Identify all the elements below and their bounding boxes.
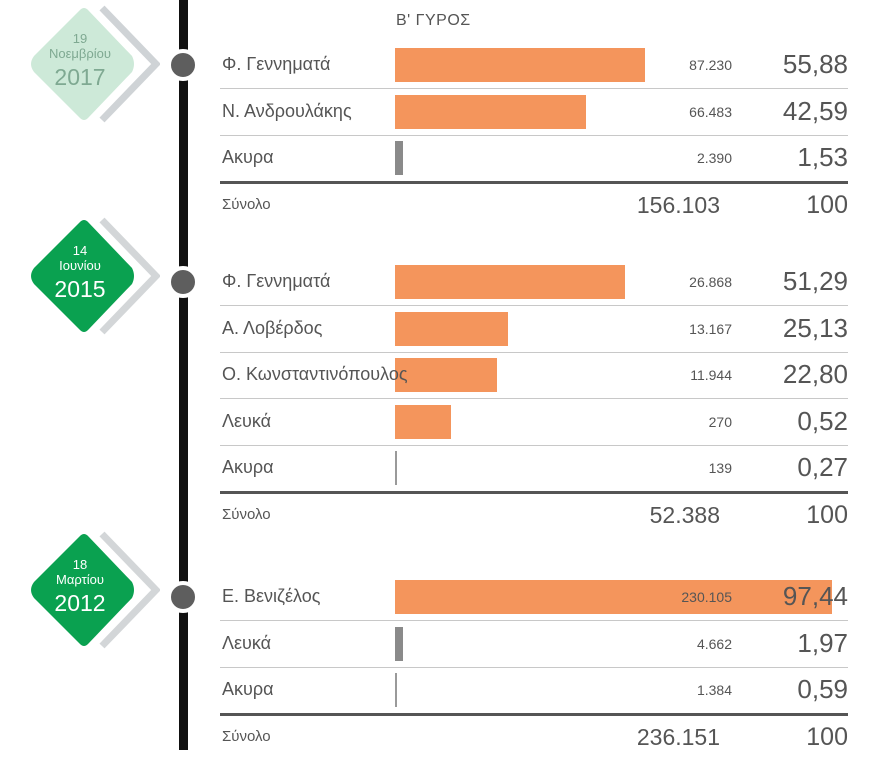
total-percentage: 100	[806, 501, 848, 529]
vote-count: 230.105	[681, 589, 732, 605]
vote-percentage: 1,97	[797, 627, 848, 658]
badge-day: 14	[72, 243, 88, 258]
total-percentage: 100	[806, 190, 848, 219]
value-bar	[395, 673, 397, 708]
candidate-name: Ν. Ανδρουλάκης	[222, 100, 352, 121]
badge-month: Μαρτίου	[56, 572, 104, 587]
total-percentage: 100	[806, 722, 848, 751]
value-bar	[395, 626, 403, 661]
result-row: Φ. Γεννηματά 87.230 55,88	[220, 42, 848, 89]
date-badge: 19 Νοεμβρίου 2017	[20, 2, 160, 127]
value-bar	[395, 404, 451, 439]
candidate-name: Ακυρα	[222, 679, 274, 700]
total-votes: 52.388	[649, 502, 720, 528]
candidate-name: Α. Λοβέρδος	[222, 317, 323, 338]
vote-percentage: 25,13	[782, 312, 848, 343]
candidate-name: Φ. Γεννηματά	[222, 271, 331, 291]
value-bar	[395, 48, 646, 82]
vote-percentage: 55,88	[782, 49, 848, 79]
candidate-name: Φ. Γεννηματά	[222, 54, 331, 74]
candidate-name: Ακυρα	[222, 457, 274, 478]
result-row: Ε. Βενιζέλος 230.105 97,44	[220, 574, 848, 621]
badge-year: 2017	[54, 64, 106, 90]
vote-percentage: 0,59	[797, 674, 848, 705]
vote-count: 26.868	[689, 274, 732, 290]
total-votes: 156.103	[636, 191, 720, 218]
date-badge: 14 Ιουνίου 2015	[20, 214, 160, 339]
result-row: Ν. Ανδρουλάκης 66.483 42,59	[220, 89, 848, 136]
timeline-dot	[167, 49, 199, 81]
total-row: Σύνολο 236.151 100	[220, 716, 848, 758]
vote-count: 1.384	[696, 682, 732, 699]
vote-percentage: 22,80	[782, 359, 848, 390]
vote-count: 4.662	[696, 635, 732, 652]
result-row: Λευκά 4.662 1,97	[220, 621, 848, 668]
badge-month: Νοεμβρίου	[48, 46, 111, 61]
vote-percentage: 0,52	[797, 405, 848, 436]
vote-percentage: 51,29	[782, 266, 848, 296]
total-row: Σύνολο 52.388 100	[220, 494, 848, 536]
badge-day: 19	[72, 31, 88, 46]
result-row: Ακυρα 139 0,27	[220, 445, 848, 495]
candidate-name: Ο. Κωνσταντινόπουλος	[222, 364, 408, 385]
vote-count: 66.483	[689, 103, 732, 120]
badge-year: 2012	[54, 590, 106, 616]
result-row: Ο. Κωνσταντινόπουλος 11.944 22,80	[220, 352, 848, 400]
result-row: Ακυρα 2.390 1,53	[220, 135, 848, 185]
value-bar	[395, 358, 498, 393]
vote-percentage: 42,59	[782, 95, 848, 126]
timeline-dot	[167, 266, 199, 298]
vote-percentage: 97,44	[782, 581, 848, 611]
value-bar	[395, 311, 508, 346]
date-badge: 18 Μαρτίου 2012	[20, 528, 160, 653]
total-label: Σύνολο	[222, 195, 271, 213]
timeline-dot	[167, 581, 199, 613]
candidate-name: Λευκά	[222, 632, 272, 653]
round-header: Β' ΓΥΡΟΣ	[396, 12, 471, 29]
candidate-name: Λευκά	[222, 410, 272, 431]
value-bar	[395, 141, 403, 176]
vote-percentage: 1,53	[797, 142, 848, 173]
vote-count: 13.167	[689, 320, 732, 337]
badge-year: 2015	[54, 276, 106, 302]
vote-count: 270	[708, 413, 732, 430]
vote-percentage: 0,27	[797, 452, 848, 483]
vote-count: 87.230	[689, 57, 732, 73]
total-label: Σύνολο	[222, 506, 271, 523]
vote-count: 2.390	[696, 150, 732, 167]
total-row: Σύνολο 156.103 100	[220, 184, 848, 226]
result-row: Λευκά 270 0,52	[220, 399, 848, 446]
result-row: Α. Λοβέρδος 13.167 25,13	[220, 306, 848, 353]
timeline-line	[179, 0, 188, 750]
total-votes: 236.151	[636, 723, 720, 750]
value-bar	[395, 451, 397, 486]
badge-month: Ιουνίου	[59, 258, 101, 273]
vote-count: 139	[708, 460, 732, 477]
vote-count: 11.944	[690, 367, 732, 384]
total-label: Σύνολο	[222, 727, 271, 745]
badge-day: 18	[72, 557, 88, 572]
value-bar	[395, 94, 586, 129]
value-bar	[395, 580, 832, 614]
candidate-name: Ακυρα	[222, 147, 274, 168]
result-row: Φ. Γεννηματά 26.868 51,29	[220, 259, 848, 306]
result-row: Ακυρα 1.384 0,59	[220, 667, 848, 717]
value-bar	[395, 265, 625, 299]
candidate-name: Ε. Βενιζέλος	[222, 586, 321, 606]
